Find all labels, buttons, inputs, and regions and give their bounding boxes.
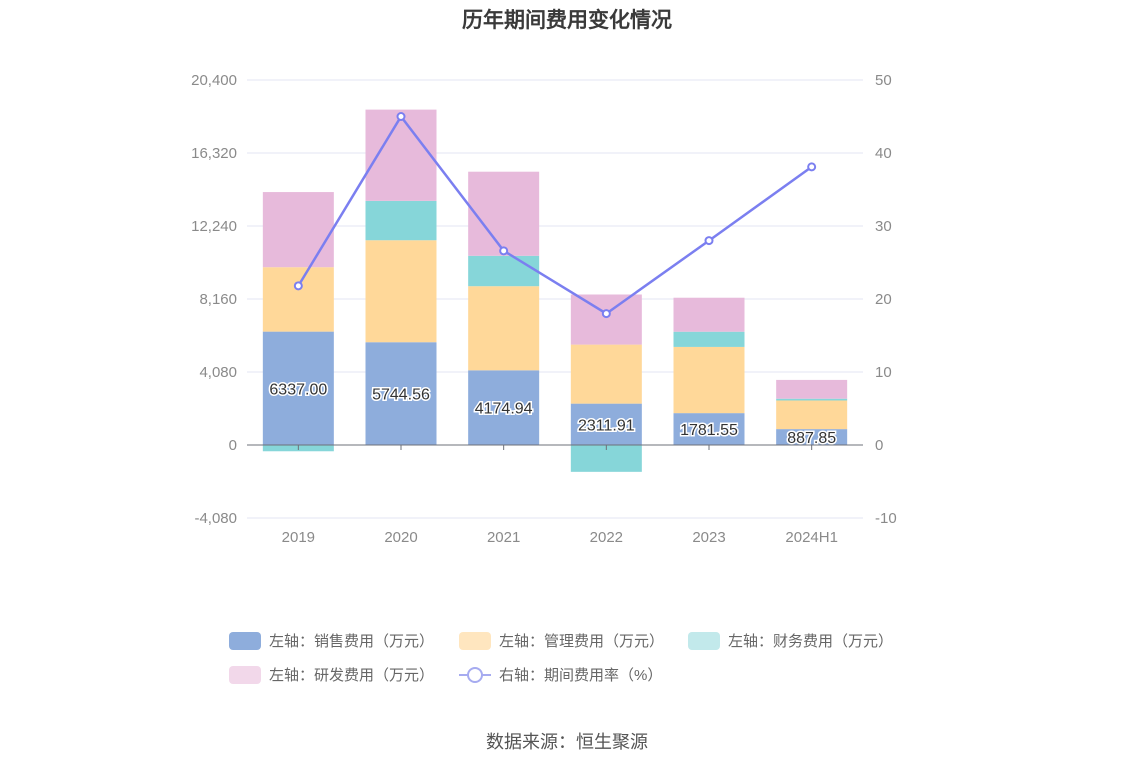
bar-segment xyxy=(673,413,745,445)
sales-data-label: 2311.91 xyxy=(578,417,635,434)
rate-point xyxy=(807,162,817,172)
sales-data-label: 1781.55 xyxy=(680,422,738,439)
bar-segment xyxy=(776,398,848,401)
sales-data-label: 887.85 xyxy=(787,430,836,447)
legend-swatch-finance xyxy=(688,631,720,650)
legend-label-sales: 左轴：销售费用（万元） xyxy=(269,633,435,650)
rate-point xyxy=(293,281,303,291)
x-axis-tick-label: 2021 xyxy=(487,529,520,546)
bar-segment xyxy=(468,370,540,445)
right-axis-tick-label: 50 xyxy=(875,72,892,89)
bar-segment xyxy=(365,200,437,241)
legend-swatch-admin xyxy=(459,631,491,650)
right-axis-tick-label: 0 xyxy=(875,437,883,454)
bar-segment xyxy=(673,346,745,414)
bar-segment xyxy=(468,255,540,287)
left-axis-tick-label: 8,160 xyxy=(199,291,237,308)
sales-data-label: 5744.56 xyxy=(372,387,430,404)
x-axis-tick-label: 2023 xyxy=(692,529,725,546)
right-axis-tick-label: -10 xyxy=(875,510,897,527)
bar-segment xyxy=(570,294,642,345)
x-axis-tick-label: 2024H1 xyxy=(785,529,838,546)
x-axis-tick-label: 2022 xyxy=(590,529,623,546)
rate-line xyxy=(297,114,813,316)
bar-segment xyxy=(776,429,848,445)
bar-segment xyxy=(262,267,334,332)
bar-segment xyxy=(468,171,540,256)
bar-segment xyxy=(673,331,745,347)
left-axis-tick-label: 0 xyxy=(229,437,237,454)
legend-item-finance[interactable]: 左轴：财务费用（万元） xyxy=(688,630,893,651)
bar-segment xyxy=(570,403,642,445)
bar-segment xyxy=(468,286,540,371)
right-axis-tick-label: 10 xyxy=(875,364,892,381)
right-axis-tick-label: 30 xyxy=(875,218,892,235)
bar-segment xyxy=(262,331,334,445)
legend-label-finance: 左轴：财务费用（万元） xyxy=(728,633,894,650)
right-axis-tick-label: 20 xyxy=(875,291,892,308)
left-axis-tick-label: -4,080 xyxy=(194,510,237,527)
bar-segment xyxy=(365,240,437,343)
bar-segment xyxy=(365,342,437,445)
legend-item-admin[interactable]: 左轴：管理费用（万元） xyxy=(459,630,664,651)
legend-item-rate[interactable]: 右轴：期间费用率（%） xyxy=(459,664,662,685)
left-axis-tick-label: 20,400 xyxy=(191,72,237,89)
left-axis-tick-label: 12,240 xyxy=(191,218,237,235)
rate-point xyxy=(396,112,406,121)
legend-label-admin: 左轴：管理费用（万元） xyxy=(499,633,665,650)
left-axis-tick-label: 16,320 xyxy=(191,145,237,162)
bar-segment xyxy=(673,297,745,332)
sales-data-label: 4174.94 xyxy=(475,401,533,418)
source-note: 数据来源：恒生聚源 xyxy=(486,732,648,752)
legend-swatch-sales xyxy=(229,631,261,650)
right-axis-tick-label: 40 xyxy=(875,145,892,162)
legend-item-rnd[interactable]: 左轴：研发费用（万元） xyxy=(229,664,434,685)
rate-point xyxy=(704,236,714,246)
legend-item-sales[interactable]: 左轴：销售费用（万元） xyxy=(229,630,434,651)
legend-label-rnd: 左轴：研发费用（万元） xyxy=(269,667,435,684)
legend-line-icon xyxy=(459,666,491,684)
bar-segment xyxy=(570,344,642,404)
bar-segment xyxy=(776,379,848,399)
x-axis-tick-label: 2020 xyxy=(384,529,417,546)
sales-data-label: 6337.00 xyxy=(269,381,327,398)
legend-label-rate: 右轴：期间费用率（%） xyxy=(499,667,663,684)
rate-point xyxy=(601,309,611,319)
chart-title: 历年期间费用变化情况 xyxy=(462,9,672,32)
rate-point xyxy=(499,246,509,256)
legend-swatch-rnd xyxy=(229,665,261,684)
bar-segment xyxy=(262,192,334,268)
left-axis-tick-label: 4,080 xyxy=(199,364,237,381)
bar-segment xyxy=(776,400,848,430)
x-axis-tick-label: 2019 xyxy=(282,529,315,546)
